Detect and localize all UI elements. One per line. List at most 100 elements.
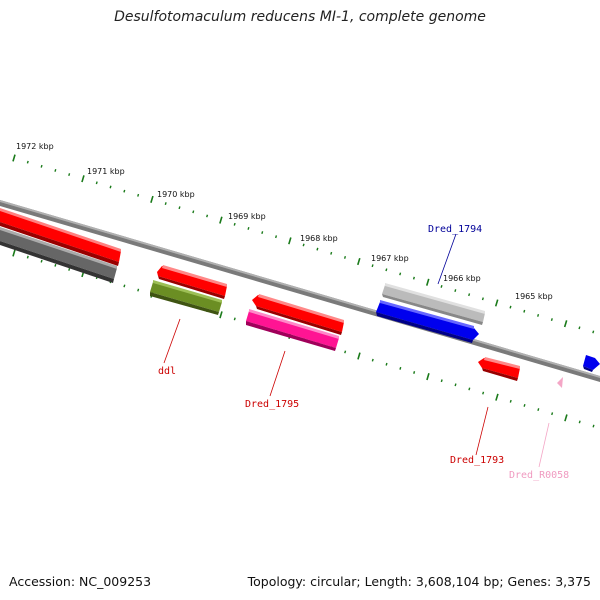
major-tick	[12, 249, 16, 257]
gene-label-ddl[interactable]: ddl	[158, 366, 176, 377]
minor-tick	[344, 350, 347, 354]
minor-tick	[482, 391, 485, 395]
minor-tick	[578, 326, 581, 330]
gene-arrow-magenta-dred1795[interactable]	[246, 309, 339, 351]
major-tick	[495, 393, 499, 401]
major-tick	[288, 237, 292, 245]
minor-tick	[261, 231, 264, 235]
minor-tick	[178, 206, 181, 210]
minor-tick	[454, 383, 457, 387]
minor-tick	[523, 404, 526, 407]
gene-arrow-silver[interactable]	[382, 283, 485, 325]
minor-tick	[371, 358, 374, 362]
minor-tick	[592, 424, 595, 428]
gene-bar-grey-left[interactable]	[0, 227, 117, 283]
minor-tick	[109, 185, 112, 189]
minor-tick	[481, 297, 484, 301]
major-tick	[564, 414, 568, 422]
gene-label-dred1793[interactable]: Dred_1793	[450, 455, 504, 466]
major-tick	[357, 257, 361, 266]
major-tick	[219, 311, 223, 319]
minor-tick	[468, 387, 471, 391]
minor-tick	[316, 247, 319, 251]
minor-tick	[578, 420, 581, 424]
gene-arrow-olive-ddl[interactable]	[150, 280, 222, 315]
tick-label: 1968 kbp	[300, 234, 338, 243]
minor-tick	[509, 305, 512, 309]
minor-tick	[468, 293, 471, 297]
tick-label: 1969 kbp	[228, 212, 266, 221]
minor-tick	[247, 226, 250, 230]
gene-arrow-red-2[interactable]	[252, 294, 344, 335]
minor-tick	[54, 263, 57, 267]
gene-arrow-blue-right[interactable]	[583, 355, 600, 372]
major-tick	[494, 299, 499, 307]
minor-tick	[330, 251, 333, 255]
minor-tick	[454, 289, 457, 292]
tick-label: 1970 kbp	[157, 190, 195, 199]
major-tick	[357, 352, 361, 360]
gene-features	[0, 208, 600, 388]
minor-tick	[412, 276, 415, 280]
minor-tick	[413, 371, 416, 374]
minor-tick	[40, 164, 43, 168]
gene-arrow-red-dred1793[interactable]	[478, 357, 520, 381]
minor-tick	[26, 255, 29, 259]
major-tick	[563, 320, 568, 328]
minor-tick	[399, 366, 402, 370]
minor-tick	[523, 309, 526, 313]
minor-tick	[164, 202, 167, 206]
minor-tick	[123, 189, 126, 193]
tick-label: 1971 kbp	[87, 167, 125, 176]
minor-tick	[385, 362, 388, 366]
gene-labels: ddl Dred_1795 Dred_1794 Dred_1793 Dred_R…	[158, 224, 569, 481]
minor-tick	[385, 268, 388, 272]
minor-tick	[123, 284, 126, 288]
topology-text: Topology: circular; Length: 3,608,104 bp…	[247, 574, 591, 589]
minor-tick	[95, 181, 98, 185]
gene-label-dred1795[interactable]: Dred_1795	[245, 399, 299, 410]
minor-tick	[592, 330, 595, 334]
outer-tick-ring	[12, 154, 595, 334]
gene-label-dred1794[interactable]: Dred_1794	[428, 224, 482, 235]
gene-arrow-pink-dred_r0058[interactable]	[557, 377, 563, 388]
minor-tick	[233, 317, 236, 321]
major-tick	[219, 216, 223, 224]
minor-tick	[274, 235, 278, 239]
major-tick	[12, 154, 16, 162]
gene-arrow-blue-dred1794[interactable]	[376, 300, 479, 343]
gene-bar-red-left[interactable]	[0, 208, 121, 266]
minor-tick	[40, 259, 43, 263]
minor-tick	[206, 214, 209, 218]
minor-tick	[537, 313, 540, 317]
major-tick	[81, 175, 85, 183]
minor-tick	[26, 160, 29, 164]
gene-arrow-red-1[interactable]	[157, 265, 227, 299]
minor-tick	[537, 408, 540, 412]
gene-label-dred_r0058[interactable]: Dred_R0058	[509, 470, 569, 481]
tick-label: 1966 kbp	[443, 274, 481, 283]
genome-backbone	[0, 200, 600, 382]
minor-tick	[440, 379, 443, 383]
tick-label: 1967 kbp	[371, 254, 409, 263]
minor-tick	[550, 318, 553, 321]
minor-tick	[399, 272, 402, 276]
minor-tick	[137, 288, 140, 292]
minor-tick	[192, 210, 195, 214]
minor-tick	[371, 264, 374, 268]
genome-title: Desulfotomaculum reducens MI-1, complete…	[114, 9, 486, 25]
major-tick	[425, 278, 430, 286]
major-tick	[150, 195, 154, 204]
minor-tick	[302, 243, 305, 247]
minor-tick	[137, 193, 140, 197]
inner-tick-ring	[12, 249, 595, 428]
minor-tick	[440, 284, 443, 288]
tick-label: 1972 kbp	[16, 142, 54, 151]
minor-tick	[509, 399, 512, 403]
minor-tick	[343, 255, 347, 259]
minor-tick	[68, 268, 71, 271]
leader-lines	[163, 233, 550, 468]
minor-tick	[551, 412, 554, 416]
minor-tick	[233, 222, 236, 226]
